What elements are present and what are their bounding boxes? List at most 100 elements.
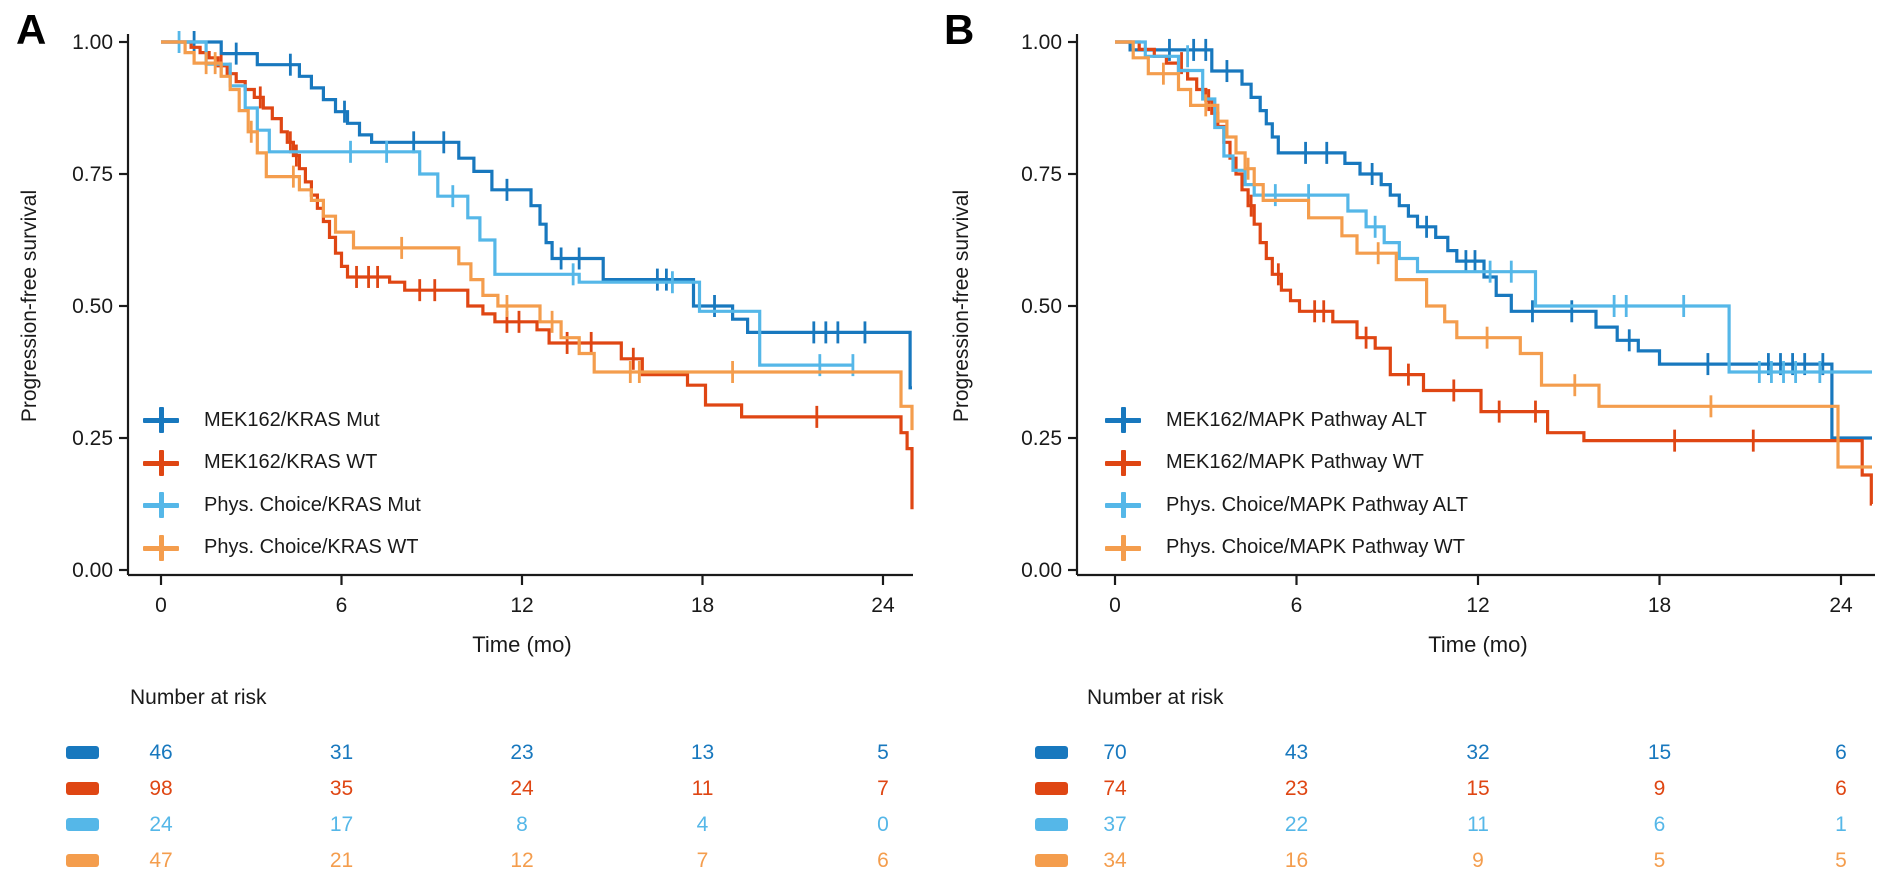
- legend-a: MEK162/KRAS Mut MEK162/KRAS WT Phys. Cho…: [140, 399, 421, 569]
- risk-count: 22: [1284, 813, 1309, 836]
- legend-b: MEK162/MAPK Pathway ALT MEK162/MAPK Path…: [1102, 399, 1468, 569]
- risk-count: 17: [329, 813, 354, 836]
- legend-item-label: MEK162/KRAS WT: [204, 451, 378, 474]
- x-tick-label: 6: [336, 594, 348, 617]
- km-curve: [1115, 40, 1872, 440]
- x-tick-label: 12: [510, 594, 533, 617]
- risk-count: 70: [1103, 741, 1127, 764]
- risk-row: 24 17 8 4 0: [66, 813, 889, 837]
- km-curve: [1115, 40, 1872, 469]
- x-tick-label: 24: [1829, 594, 1853, 617]
- risk-row: 37 22 11 6 1: [1035, 813, 1847, 837]
- legend-item-label: MEK162/MAPK Pathway WT: [1166, 451, 1424, 474]
- risk-count: 4: [696, 813, 709, 836]
- risk-row: 98 35 24 11 7: [66, 777, 889, 801]
- risk-count: 43: [1284, 741, 1309, 764]
- risk-row: 34 16 9 5 5: [1035, 849, 1847, 873]
- legend-item-label: Phys. Choice/MAPK Pathway ALT: [1166, 493, 1468, 516]
- km-curve: [161, 40, 914, 510]
- risk-row: 74 23 15 9 6: [1035, 777, 1847, 801]
- km-curve: [161, 40, 912, 390]
- km-plot-b: 1.00 0.75 0.50 0.25 0.00 0 6 12 18 24: [1021, 31, 1875, 617]
- legend-item: MEK162/MAPK Pathway WT: [1102, 442, 1468, 485]
- panel-label-b: B: [944, 6, 975, 53]
- risk-count: 24: [510, 777, 534, 800]
- km-curve: [161, 40, 914, 431]
- legend-item: MEK162/MAPK Pathway ALT: [1102, 399, 1468, 442]
- series-swatch: [1035, 818, 1068, 831]
- risk-table-title-b: Number at risk: [1087, 686, 1224, 709]
- risk-count: 24: [149, 813, 173, 836]
- risk-count: 12: [510, 849, 534, 872]
- x-tick-label: 24: [871, 594, 895, 617]
- risk-count: 15: [1466, 777, 1490, 800]
- risk-count: 8: [516, 813, 528, 836]
- risk-count: 1: [1835, 813, 1847, 836]
- legend-item: Phys. Choice/KRAS Mut: [140, 484, 421, 527]
- risk-table-title-a: Number at risk: [130, 686, 267, 709]
- risk-count: 6: [1653, 813, 1666, 836]
- legend-item: MEK162/KRAS WT: [140, 442, 421, 485]
- censor-plus-icon: [140, 533, 182, 563]
- x-tick-label: 6: [1291, 594, 1303, 617]
- risk-count: 13: [690, 741, 715, 764]
- risk-count: 6: [1835, 741, 1847, 764]
- risk-count: 11: [691, 777, 714, 800]
- censor-plus-icon: [1102, 533, 1144, 563]
- risk-count: 16: [1284, 849, 1309, 872]
- risk-count: 6: [877, 849, 889, 872]
- risk-count: 23: [510, 741, 534, 764]
- risk-count: 35: [329, 777, 354, 800]
- risk-count: 98: [149, 777, 173, 800]
- risk-count: 7: [696, 849, 709, 872]
- legend-item-label: MEK162/KRAS Mut: [204, 408, 380, 431]
- risk-count: 32: [1466, 741, 1490, 764]
- censor-plus-icon: [1102, 490, 1144, 520]
- risk-row: 70 43 32 15 6: [1035, 741, 1847, 765]
- risk-count: 74: [1103, 777, 1127, 800]
- x-axis-label-a: Time (mo): [472, 632, 572, 657]
- risk-count: 34: [1103, 849, 1127, 872]
- risk-count: 9: [1653, 777, 1666, 800]
- series-swatch: [66, 746, 99, 759]
- legend-item-label: Phys. Choice/KRAS WT: [204, 536, 419, 559]
- y-tick-label: 0.50: [72, 295, 113, 318]
- y-tick-label: 0.75: [72, 163, 113, 186]
- censor-plus-icon: [1102, 448, 1144, 478]
- x-tick-label: 0: [155, 594, 167, 617]
- km-curve: [1115, 40, 1872, 374]
- risk-count: 31: [329, 741, 354, 764]
- risk-count: 46: [149, 741, 173, 764]
- risk-count: 11: [1467, 813, 1489, 836]
- x-axis-label-b: Time (mo): [1428, 632, 1528, 657]
- y-tick-label: 0.75: [1021, 163, 1062, 186]
- risk-count: 5: [877, 741, 889, 764]
- risk-row: 47 21 12 7 6: [66, 849, 889, 873]
- y-tick-label: 0.00: [1021, 559, 1062, 582]
- risk-count: 21: [329, 849, 354, 872]
- series-swatch: [1035, 782, 1068, 795]
- y-tick-label: 0.25: [1021, 427, 1062, 450]
- panel-label-a: A: [16, 6, 47, 53]
- series-swatch: [1035, 854, 1068, 867]
- x-tick-label: 18: [1648, 594, 1671, 617]
- censor-plus-icon: [140, 405, 182, 435]
- legend-item: Phys. Choice/KRAS WT: [140, 527, 421, 570]
- risk-count: 7: [877, 777, 889, 800]
- risk-count: 37: [1103, 813, 1127, 836]
- legend-item: Phys. Choice/MAPK Pathway WT: [1102, 527, 1468, 570]
- y-tick-label: 1.00: [1021, 31, 1062, 54]
- x-tick-label: 12: [1466, 594, 1489, 617]
- y-tick-label: 0.25: [72, 427, 113, 450]
- km-plot-a: 1.00 0.75 0.50 0.25 0.00 0 6 12 18 24: [72, 31, 914, 617]
- risk-count: 5: [1653, 849, 1666, 872]
- risk-count: 5: [1835, 849, 1847, 872]
- risk-count: 15: [1647, 741, 1672, 764]
- km-curve: [161, 40, 853, 367]
- y-tick-label: 1.00: [72, 31, 113, 54]
- y-tick-label: 0.00: [72, 559, 113, 582]
- legend-item-label: Phys. Choice/MAPK Pathway WT: [1166, 536, 1465, 559]
- km-curve: [1115, 40, 1873, 506]
- series-swatch: [1035, 746, 1068, 759]
